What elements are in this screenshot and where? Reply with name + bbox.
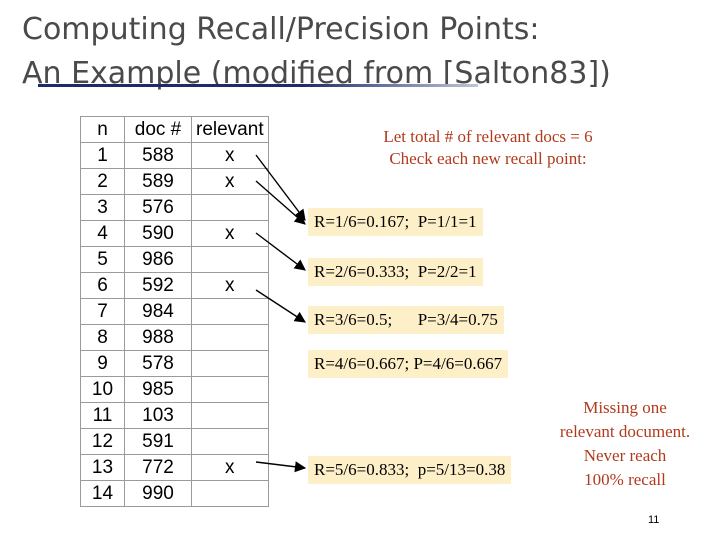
table-row: 3 576 — [80, 194, 269, 221]
table-row: 2 589 x — [80, 168, 269, 195]
table-row: 7 984 — [80, 298, 269, 325]
table-row: 10 985 — [80, 376, 269, 403]
relevant-cell — [191, 402, 269, 429]
relevant-cell: x — [191, 168, 269, 195]
instruction-note: Let total # of relevant docs = 6 Check e… — [318, 126, 658, 170]
rank-cell: 12 — [80, 428, 125, 455]
missing-line-4: 100% recall — [584, 470, 666, 489]
table-row: 1 588 x — [80, 142, 269, 169]
table-row: 13 772 x — [80, 454, 269, 481]
rank-cell: 8 — [80, 324, 125, 351]
table-row: 12 591 — [80, 428, 269, 455]
doc-cell: 986 — [124, 246, 192, 273]
doc-cell: 985 — [124, 376, 192, 403]
rank-cell: 1 — [80, 142, 125, 169]
recall-point-box: R=3/6=0.5; P=3/4=0.75 — [308, 306, 504, 334]
rank-cell: 14 — [80, 480, 125, 507]
rank-cell: 7 — [80, 298, 125, 325]
relevant-cell — [191, 376, 269, 403]
rank-cell: 6 — [80, 272, 125, 299]
missing-line-3: Never reach — [583, 446, 667, 465]
relevant-cell — [191, 194, 269, 221]
table-row: 4 590 x — [80, 220, 269, 247]
table-row: 5 986 — [80, 246, 269, 273]
header-relevant: relevant — [191, 116, 269, 143]
relevant-cell: x — [191, 142, 269, 169]
table-row: 6 592 x — [80, 272, 269, 299]
page-number: 11 — [648, 514, 660, 526]
note-line-1: Let total # of relevant docs = 6 — [383, 127, 593, 146]
relevant-cell: x — [191, 454, 269, 481]
table-body: 1 588 x 2 589 x 3 576 4 590 x 5 986 6 592 x 7 984 8 988 9 578… — [80, 142, 269, 507]
doc-cell: 103 — [124, 402, 192, 429]
doc-cell: 578 — [124, 350, 192, 377]
missing-line-2: relevant document. — [559, 422, 691, 441]
missing-document-note: Missing one relevant document. Never rea… — [540, 396, 710, 492]
table-row: 14 990 — [80, 480, 269, 507]
relevant-cell — [191, 350, 269, 377]
doc-cell: 576 — [124, 194, 192, 221]
doc-cell: 591 — [124, 428, 192, 455]
doc-cell: 592 — [124, 272, 192, 299]
note-line-2: Check each new recall point: — [389, 149, 587, 168]
missing-line-1: Missing one — [583, 398, 667, 417]
slide-title: Computing Recall/Precision Points: An Ex… — [22, 8, 611, 96]
doc-cell: 990 — [124, 480, 192, 507]
doc-cell: 590 — [124, 220, 192, 247]
doc-cell: 988 — [124, 324, 192, 351]
recall-point-box: R=2/6=0.333; P=2/2=1 — [308, 258, 483, 286]
rank-cell: 5 — [80, 246, 125, 273]
title-line-1: Computing Recall/Precision Points: — [22, 12, 540, 47]
rank-cell: 10 — [80, 376, 125, 403]
table-row: 9 578 — [80, 350, 269, 377]
relevant-cell — [191, 246, 269, 273]
doc-cell: 984 — [124, 298, 192, 325]
header-rank: n — [80, 116, 125, 143]
recall-point-box: R=1/6=0.167; P=1/1=1 — [308, 208, 483, 236]
rank-cell: 13 — [80, 454, 125, 481]
relevant-cell — [191, 480, 269, 507]
doc-cell: 588 — [124, 142, 192, 169]
recall-point-box: R=4/6=0.667; P=4/6=0.667 — [308, 350, 509, 378]
title-line-2: An Example (modified from [Salton83]) — [22, 56, 611, 91]
rank-cell: 2 — [80, 168, 125, 195]
relevant-cell: x — [191, 220, 269, 247]
table-row: 8 988 — [80, 324, 269, 351]
header-doc: doc # — [124, 116, 192, 143]
relevant-cell: x — [191, 272, 269, 299]
relevant-cell — [191, 428, 269, 455]
relevant-cell — [191, 298, 269, 325]
rank-cell: 9 — [80, 350, 125, 377]
recall-point-box: R=5/6=0.833; p=5/13=0.38 — [308, 456, 512, 484]
rank-cell: 4 — [80, 220, 125, 247]
relevant-cell — [191, 324, 269, 351]
title-underline — [38, 84, 478, 87]
table-header-row: n doc # relevant — [80, 116, 269, 143]
rank-cell: 3 — [80, 194, 125, 221]
doc-cell: 772 — [124, 454, 192, 481]
doc-cell: 589 — [124, 168, 192, 195]
table-row: 11 103 — [80, 402, 269, 429]
rank-cell: 11 — [80, 402, 125, 429]
ranked-results-table: n doc # relevant 1 588 x 2 589 x 3 576 4 590 x 5 986… — [80, 116, 269, 507]
